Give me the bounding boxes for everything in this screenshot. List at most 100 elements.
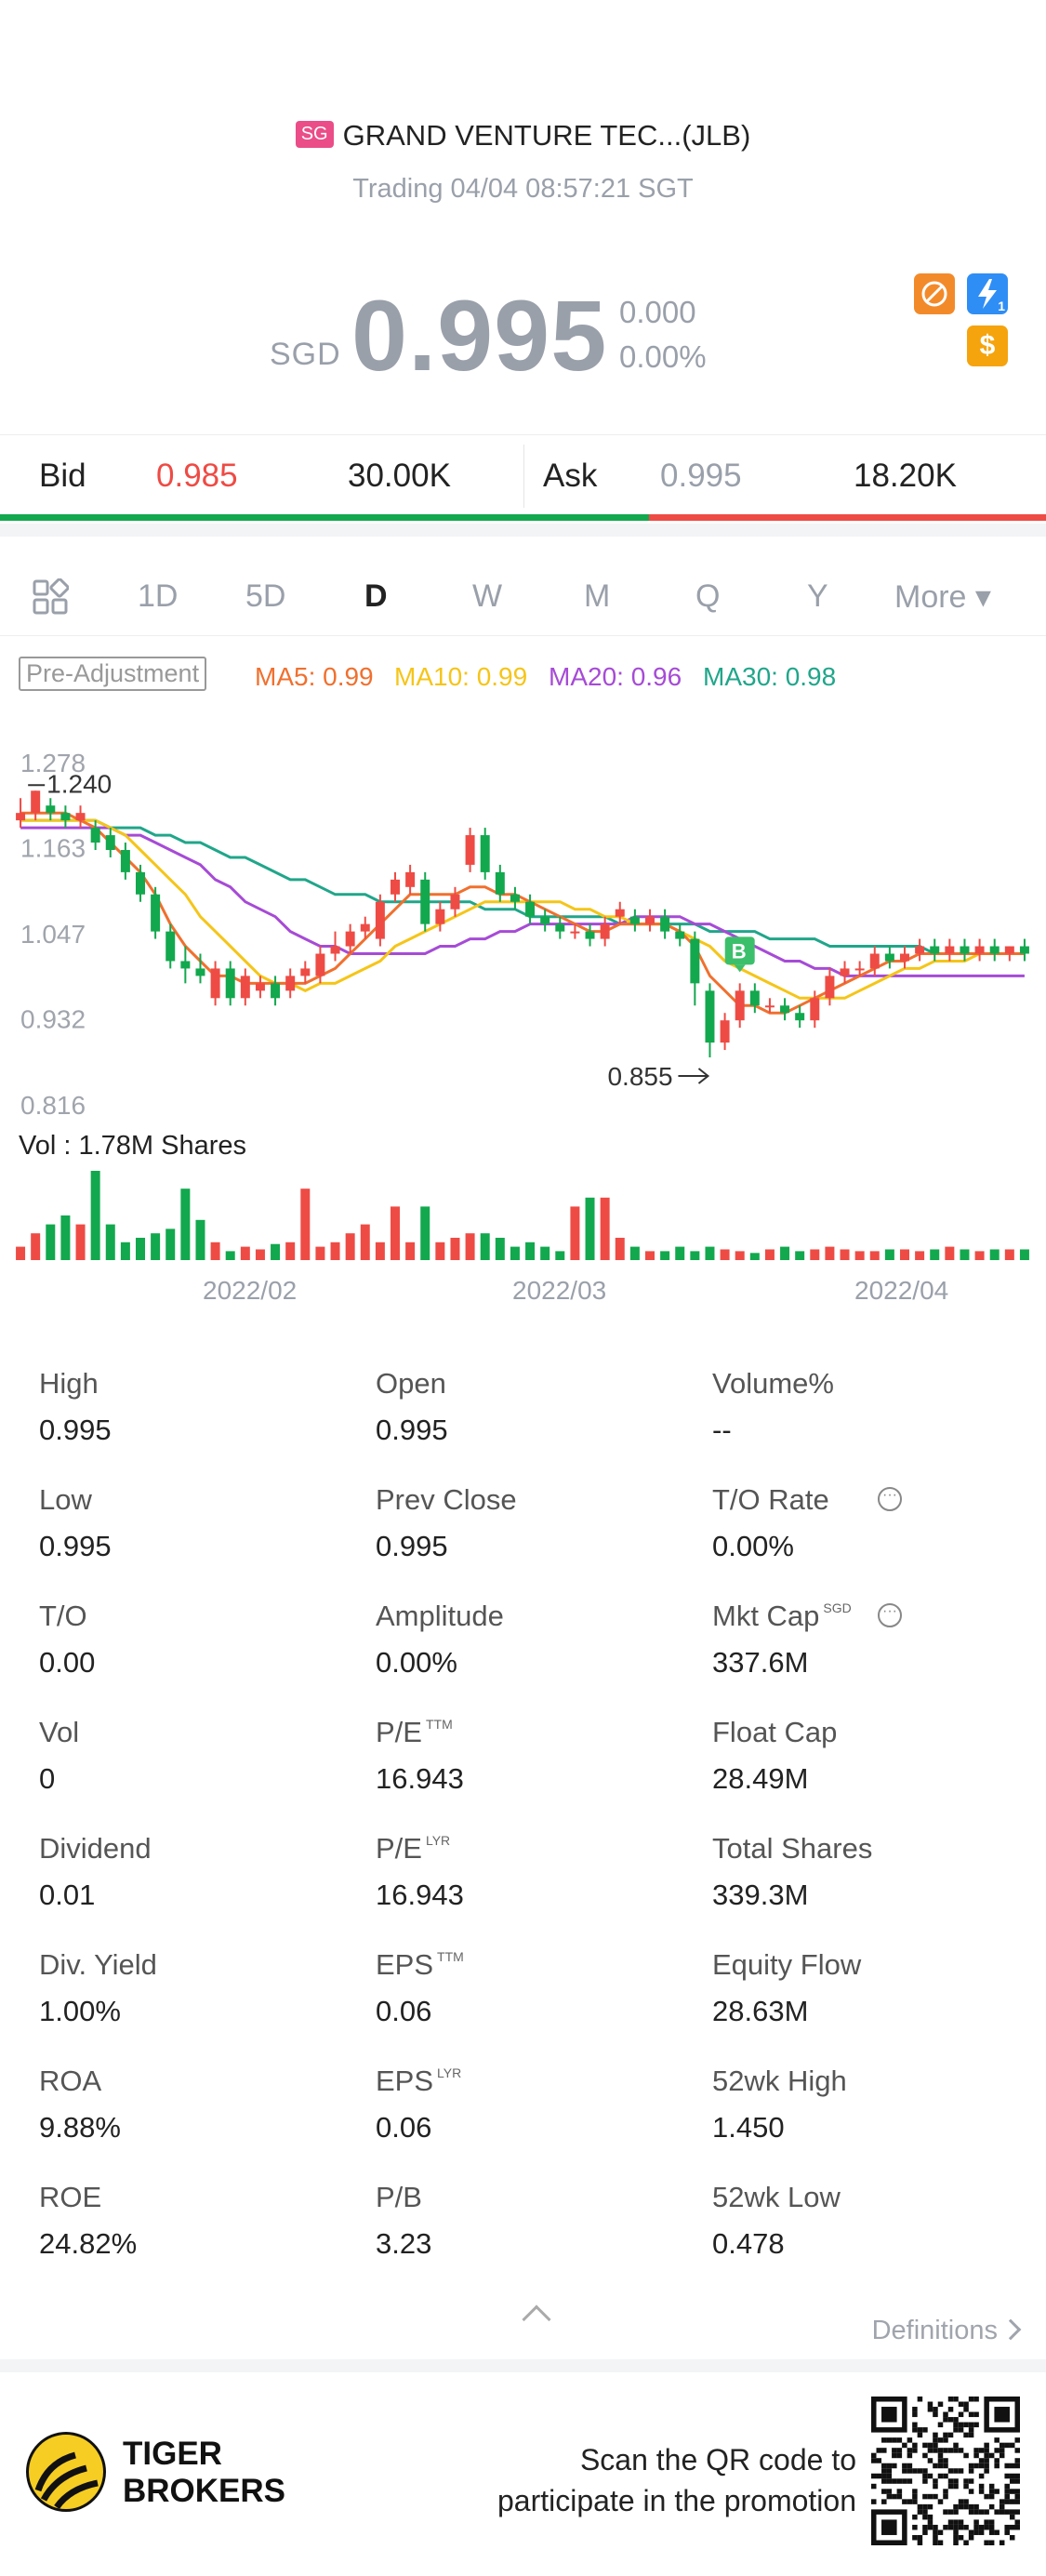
stat-label-text: T/O [39,1600,87,1632]
pre-adjustment-toggle[interactable]: Pre-Adjustment [19,657,207,691]
candle-body [391,879,400,895]
ask-price: 0.995 [660,458,742,494]
candle-body [435,909,445,924]
candle-body [495,871,505,895]
price-change: 0.000 0.00% [619,290,707,379]
stat-label: ROA [39,2065,374,2098]
high-price-marker: 1.240 [46,769,112,798]
volume-bar [315,1246,325,1260]
tab-day[interactable]: D [364,578,388,614]
volume-bar [450,1238,460,1260]
volume-bar [435,1242,445,1260]
stat-label-text: High [39,1367,99,1400]
volume-bar [749,1253,760,1260]
ask-label: Ask [543,458,598,494]
tab-year[interactable]: Y [807,578,828,614]
candle-body [900,953,909,962]
volume-bar [16,1246,26,1260]
lightning-icon[interactable]: 1 [967,273,1008,314]
stat-value: 28.49M [712,1762,809,1795]
stat-label: Total Shares [712,1832,1046,1866]
stat-label: Mkt Cap SGD ··· [712,1600,1046,1633]
candle-body [749,990,760,1006]
definitions-link[interactable]: Definitions [872,2316,1022,2346]
candle-body [1019,946,1029,954]
volume-bar [225,1251,235,1260]
bid-ask-bar: Bid 0.985 30.00K Ask 0.995 18.20K [0,434,1046,520]
stat-label: Open [376,1367,710,1401]
candle-body [854,968,865,971]
layout-grid-icon[interactable] [32,578,70,616]
tab-1d[interactable]: 1D [138,578,179,614]
volume-bar [780,1246,790,1260]
volume-bar [420,1206,430,1260]
stat-value: 0.995 [39,1530,112,1562]
info-dots-icon[interactable]: ··· [878,1603,902,1627]
candle-body [450,894,460,910]
stat-label: Dividend [39,1832,374,1866]
candle-body [660,916,670,932]
stat-0-0: High 0.995 [39,1367,374,1447]
stat-1-2: T/O Rate ··· 0.00% [712,1483,1046,1563]
tab-quarter[interactable]: Q [695,578,721,614]
stat-label: Volume% [712,1367,1046,1401]
candle-body [705,990,715,1043]
no-shorting-icon[interactable] [914,273,955,314]
tiger-logo-icon [26,2432,106,2512]
chart-canvas[interactable]: 1.278 1.163 1.047 0.932 0.816 1.240 0.855 B [0,735,1046,1311]
volume-bar [151,1233,161,1260]
volume-bar [600,1197,610,1260]
ma20-value: MA20: 0.96 [549,662,682,691]
info-dots-icon[interactable]: ··· [878,1487,902,1511]
candle-body [240,976,250,999]
candle-body [795,1013,805,1021]
stat-label: Prev Close [376,1483,710,1517]
lightning-badge: 1 [998,299,1005,313]
market-badge: SG [295,121,334,149]
volume-bar [960,1249,970,1260]
candle-body [136,871,145,895]
stat-value: 0.995 [376,1414,448,1446]
volume-bar [795,1251,805,1260]
x-label-apr: 2022/04 [854,1276,949,1305]
candle-body [255,983,265,991]
stat-6-1: EPS LYR 0.06 [376,2065,710,2144]
ma30-line [20,818,1025,955]
candle-body [810,998,820,1021]
volume-bar [869,1251,880,1260]
volume-bar [570,1206,580,1260]
stat-value: 0.995 [376,1530,448,1562]
stat-label: 52wk High [712,2065,1046,2098]
dollar-icon[interactable]: $ [967,325,1008,366]
stat-label: Vol [39,1716,374,1749]
tab-week[interactable]: W [472,578,503,614]
stat-label-text: ROA [39,2065,102,2097]
period-tabs: 1D 5D D W M Q Y More ▾ [0,558,1046,636]
candle-body [555,923,565,932]
tab-5d[interactable]: 5D [245,578,286,614]
collapse-chevron-icon[interactable] [522,2304,551,2334]
footer-divider [0,2359,1046,2372]
stat-superscript: TTM [425,1717,453,1732]
stat-2-0: T/O 0.00 [39,1600,374,1680]
stat-label: Equity Flow [712,1948,1046,1982]
stat-label-text: EPS [376,2065,434,2097]
candle-body [915,946,925,954]
volume-bar [360,1224,370,1260]
volume-bar [930,1249,940,1260]
qr-code-icon[interactable] [871,2397,1020,2545]
candle-body [315,953,325,976]
volume-bar [271,1243,281,1260]
tab-month[interactable]: M [584,578,611,614]
volume-bar [120,1242,130,1260]
candlestick-chart[interactable]: 1.278 1.163 1.047 0.932 0.816 1.240 0.855 B [0,735,1046,1311]
volume-bar [735,1251,745,1260]
ma5-value: MA5: 0.99 [255,662,374,691]
stat-label-text: P/E [376,1832,422,1865]
volume-bar [391,1206,400,1260]
tab-more[interactable]: More ▾ [894,579,991,615]
bid-volume-bar [0,514,649,521]
candle-body [271,983,281,999]
stat-value: 24.82% [39,2227,138,2260]
stock-name[interactable]: GRAND VENTURE TEC...(JLB) [342,119,751,152]
